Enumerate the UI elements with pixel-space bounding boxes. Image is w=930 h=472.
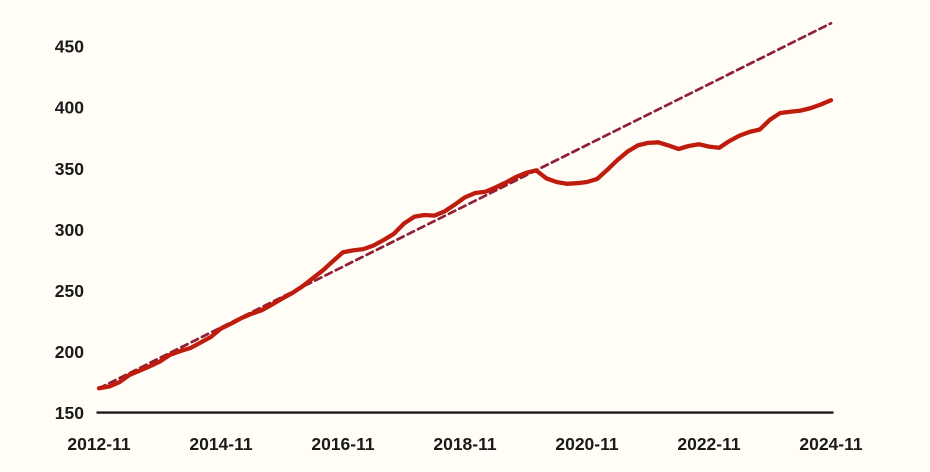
- x-axis-tick-label: 2020-11: [555, 434, 619, 454]
- x-axis-tick-label: 2022-11: [677, 434, 741, 454]
- x-axis-tick-label: 2016-11: [311, 434, 375, 454]
- y-axis-tick-label: 300: [55, 220, 84, 240]
- y-axis-tick-label: 150: [55, 403, 84, 423]
- y-axis-tick-label: 200: [55, 342, 84, 362]
- y-axis-tick-label: 350: [55, 159, 84, 179]
- x-axis-tick-label: 2018-11: [433, 434, 497, 454]
- y-axis-tick-label: 450: [55, 37, 84, 57]
- trend-line-dashed: [97, 21, 833, 390]
- x-axis-tick-label: 2024-11: [799, 434, 863, 454]
- y-axis-tick-label: 400: [55, 98, 84, 118]
- x-axis-tick-label: 2014-11: [189, 434, 253, 454]
- y-axis-tick-label: 250: [55, 281, 84, 301]
- x-axis-tick-label: 2012-11: [67, 434, 131, 454]
- actual-series-line: [96, 98, 834, 391]
